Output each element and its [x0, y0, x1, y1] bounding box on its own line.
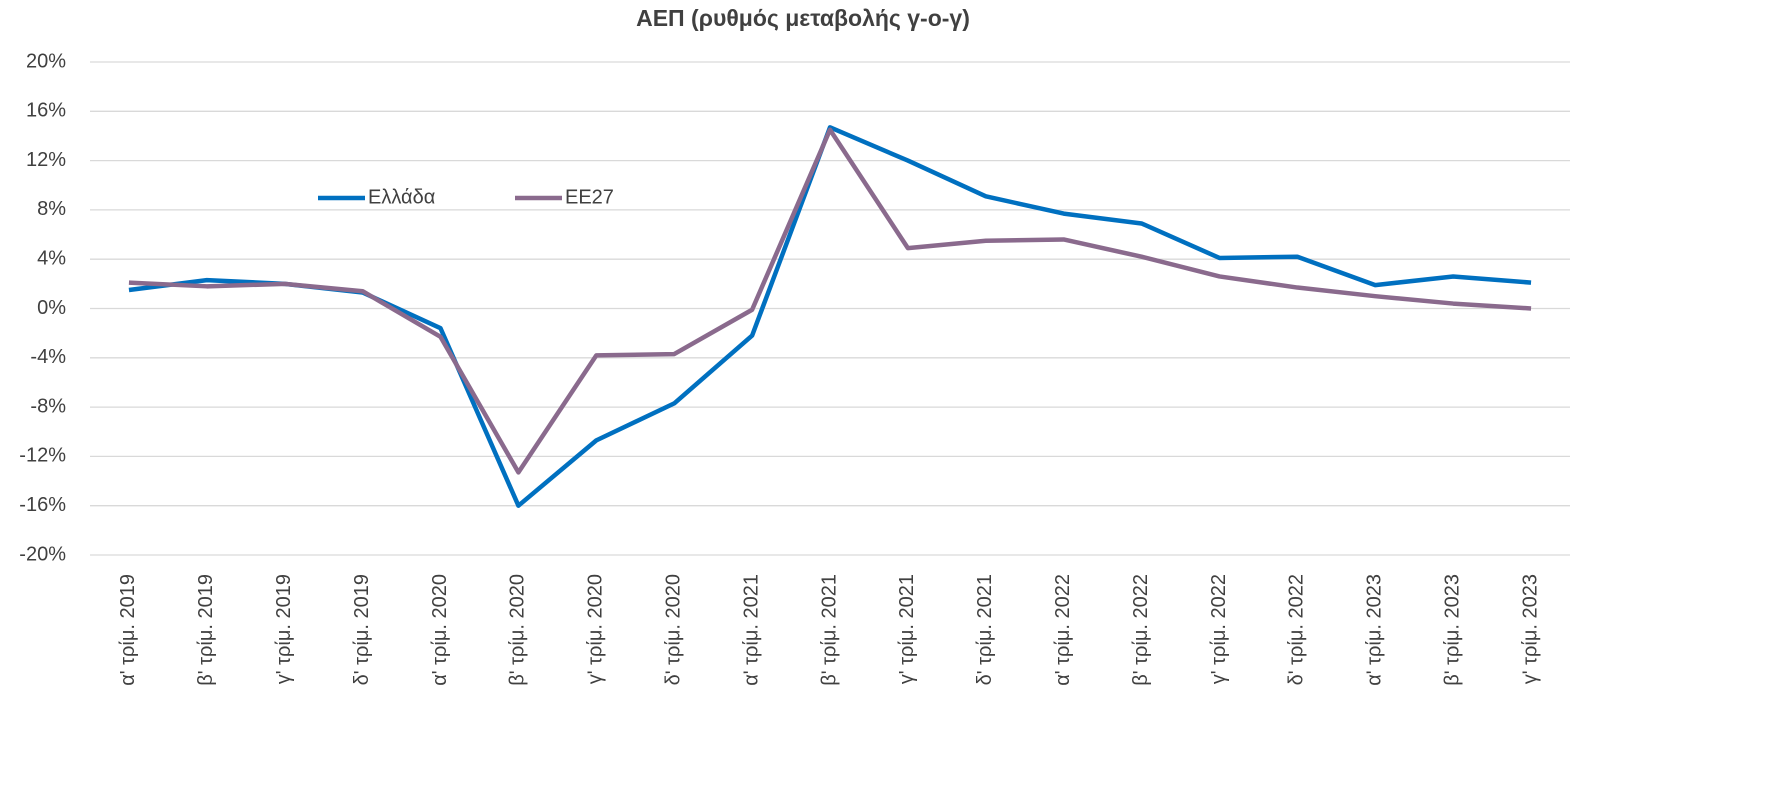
x-tick-label: γ' τρίμ. 2019 — [273, 574, 295, 684]
x-tick-label: α' τρίμ. 2022 — [1052, 574, 1074, 686]
y-tick-label: 8% — [37, 198, 66, 220]
x-tick-label: γ' τρίμ. 2022 — [1208, 574, 1230, 684]
y-tick-label: -12% — [19, 445, 66, 467]
x-tick-label: α' τρίμ. 2023 — [1364, 574, 1386, 686]
y-tick-label: 4% — [37, 247, 66, 269]
series-line — [128, 127, 1532, 475]
y-tick-label: 20% — [26, 50, 66, 72]
chart-title: ΑΕΠ (ρυθμός μεταβολής γ-ο-γ) — [636, 5, 970, 31]
x-tick-label: β' τρίμ. 2020 — [507, 574, 529, 686]
x-tick-label: δ' τρίμ. 2022 — [1286, 574, 1308, 685]
x-tick-label: δ' τρίμ. 2021 — [974, 574, 996, 685]
x-tick-label: α' τρίμ. 2019 — [117, 574, 139, 686]
x-tick-label: α' τρίμ. 2021 — [740, 574, 762, 686]
y-tick-label: 0% — [37, 297, 66, 319]
x-tick-label: γ' τρίμ. 2021 — [896, 574, 918, 684]
x-tick-label: δ' τρίμ. 2020 — [662, 574, 684, 685]
x-tick-label: δ' τρίμ. 2019 — [351, 574, 373, 685]
x-tick-label: γ' τρίμ. 2020 — [585, 574, 607, 684]
legend-label: ΕΕ27 — [565, 186, 614, 208]
x-tick-label: γ' τρίμ. 2023 — [1519, 574, 1541, 684]
y-tick-label: -8% — [30, 395, 66, 417]
legend-label: Ελλάδα — [368, 186, 435, 208]
x-tick-label: β' τρίμ. 2022 — [1130, 574, 1152, 686]
x-tick-label: β' τρίμ. 2021 — [818, 574, 840, 686]
y-tick-label: -4% — [30, 346, 66, 368]
x-tick-label: β' τρίμ. 2019 — [195, 574, 217, 686]
y-tick-label: -16% — [19, 494, 66, 516]
x-tick-label: β' τρίμ. 2023 — [1441, 574, 1463, 686]
y-tick-label: -20% — [19, 543, 66, 565]
series-line — [128, 125, 1532, 508]
y-tick-label: 16% — [26, 100, 66, 122]
y-tick-label: 12% — [26, 149, 66, 171]
x-tick-label: α' τρίμ. 2020 — [429, 574, 451, 686]
